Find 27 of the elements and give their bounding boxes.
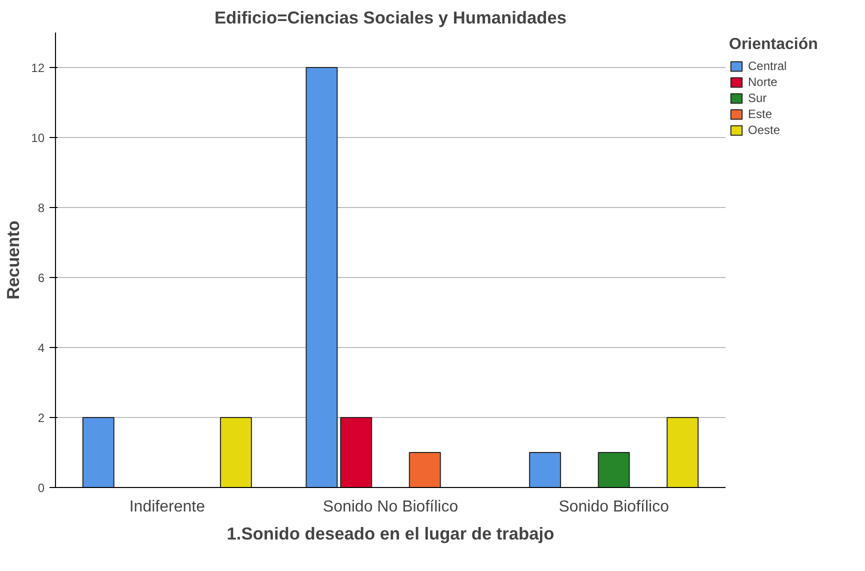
legend-title: Orientación [729,36,818,54]
bar [598,452,630,488]
y-tick-label: 4 [38,341,45,355]
y-tick-label: 8 [38,201,45,215]
y-tick-label: 0 [38,481,45,495]
x-tick-label: Sonido No Biofílico [322,498,458,516]
y-tick-label: 10 [31,131,45,145]
legend-label: Oeste [748,123,780,137]
x-tick-label: Indiferente [129,498,206,516]
legend-label: Sur [748,91,768,105]
legend-label: Este [748,107,772,121]
x-axis-title: 1.Sonido deseado en el lugar de trabajo [226,524,554,544]
y-axis-title: Recuento [3,220,24,300]
y-tick-label: 6 [38,271,45,285]
bar [340,417,372,488]
bar [306,67,338,488]
x-tick-label: Sonido Biofílico [558,498,670,516]
bar [408,452,441,488]
bar [529,452,562,488]
bar [82,417,114,488]
y-tick-label: 2 [38,411,45,425]
legend-label: Central [748,59,787,73]
chart-title: Edificio=Ciencias Sociales y Humanidades [214,8,567,28]
y-tick-label: 12 [31,61,45,75]
bar [666,417,699,488]
legend-label: Norte [748,75,778,89]
bar [220,417,252,488]
